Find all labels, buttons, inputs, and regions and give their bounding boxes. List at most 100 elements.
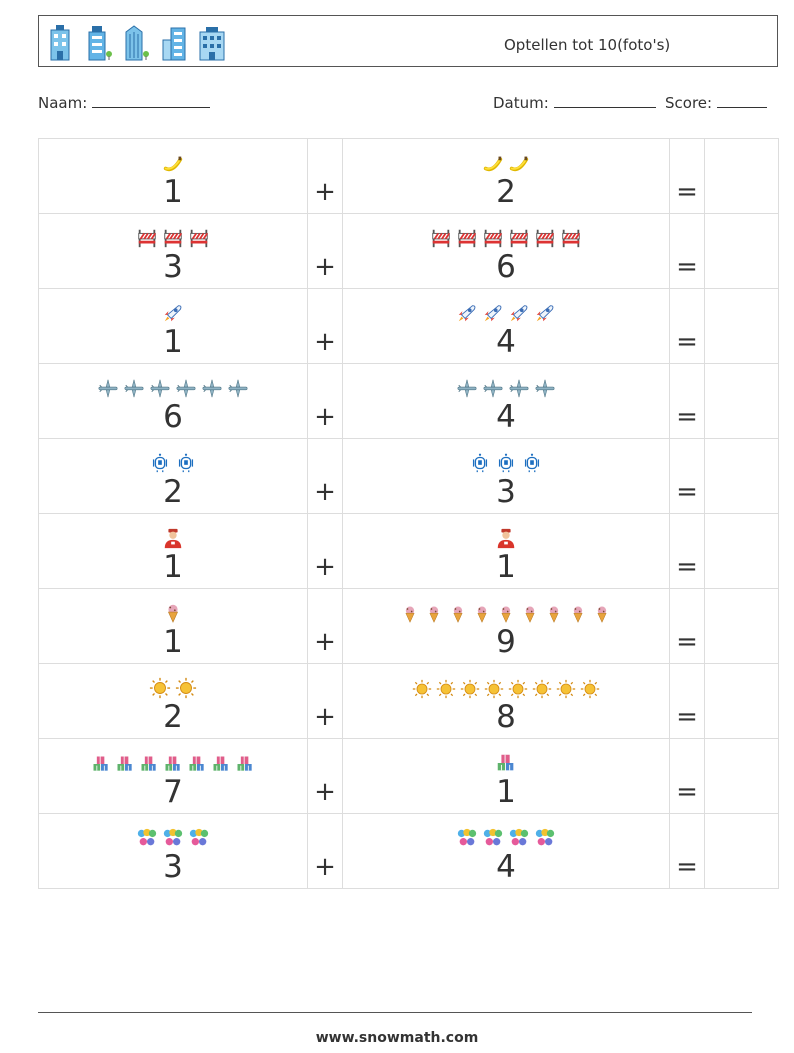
ice-cream-icon	[549, 606, 559, 623]
plus-cell: +	[307, 813, 343, 889]
plus-sign: +	[314, 177, 336, 207]
addend-a-cell: 1	[38, 588, 308, 664]
building-icon	[125, 25, 149, 61]
building-icon	[199, 27, 225, 61]
building-icon	[88, 26, 112, 61]
sun-icon	[532, 679, 552, 699]
picture-group	[456, 370, 556, 400]
plus-cell: +	[307, 363, 343, 439]
answer-cell[interactable]	[704, 663, 779, 739]
worksheet-title: Optellen tot 10(foto's)	[504, 36, 671, 54]
delivery-person-icon	[164, 528, 182, 549]
barrier-icon	[458, 229, 477, 248]
answer-cell[interactable]	[704, 513, 779, 589]
equals-sign: =	[676, 702, 698, 732]
equals-sign: =	[676, 252, 698, 282]
answer-cell[interactable]	[704, 363, 779, 439]
footer-url: www.snowmath.com	[315, 1030, 479, 1046]
gift-boxes-icon	[237, 756, 252, 771]
equals-sign: =	[676, 327, 698, 357]
robot-icon	[498, 453, 514, 473]
addend-b-number: 4	[496, 324, 516, 360]
airplane-icon	[176, 379, 196, 398]
gift-boxes-icon	[117, 756, 132, 771]
name-field: Naam:	[38, 93, 211, 112]
plus-cell: +	[307, 138, 343, 214]
equals-sign: =	[676, 552, 698, 582]
answer-cell[interactable]	[704, 588, 779, 664]
answer-cell[interactable]	[704, 213, 779, 289]
banana-icon	[483, 156, 503, 172]
equals-sign: =	[676, 627, 698, 657]
rocket-icon	[510, 305, 528, 322]
equals-cell: =	[669, 213, 705, 289]
addend-b-number: 6	[496, 249, 516, 285]
ice-cream-icon	[167, 604, 179, 623]
plus-cell: +	[307, 588, 343, 664]
airplane-icon	[483, 379, 503, 398]
sun-icon	[556, 679, 576, 699]
airplane-icon	[457, 379, 477, 398]
answer-cell[interactable]	[704, 138, 779, 214]
gift-boxes-icon	[189, 756, 204, 771]
airplane-icon	[228, 379, 248, 398]
equals-cell: =	[669, 588, 705, 664]
picture-group	[456, 295, 556, 325]
barrier-icon	[484, 229, 503, 248]
sun-icon	[580, 679, 600, 699]
score-field: Score:	[665, 93, 767, 112]
robot-icon	[524, 453, 540, 473]
addend-b-cell: 4	[342, 813, 670, 889]
problem-row: 7 +1 =	[38, 738, 779, 814]
addend-a-number: 2	[163, 699, 183, 735]
problem-row: 1 +9 =	[38, 588, 779, 664]
problem-row: 6 +4 =	[38, 363, 779, 439]
rocket-icon	[484, 305, 502, 322]
robot-icon	[472, 453, 488, 473]
picture-group	[469, 445, 543, 475]
airplane-icon	[202, 379, 222, 398]
picture-group	[482, 145, 530, 175]
gift-boxes-icon	[93, 756, 108, 771]
answer-cell[interactable]	[704, 438, 779, 514]
equals-sign: =	[676, 477, 698, 507]
addend-b-number: 1	[496, 774, 516, 810]
balloons-icon	[509, 828, 529, 846]
banana-icon	[163, 156, 183, 172]
barrier-icon	[562, 229, 581, 248]
score-line[interactable]	[716, 93, 767, 108]
problems-table: 1 +2 = 3 +6 = 1 +4 = 6 +4 = 2 +3 = 1 +1 = 1 +9 = 2 +8 = 7 +1 = 3 +4 =	[38, 138, 779, 889]
answer-cell[interactable]	[704, 288, 779, 364]
equals-cell: =	[669, 363, 705, 439]
answer-cell[interactable]	[704, 813, 779, 889]
barrier-icon	[138, 229, 157, 248]
addend-a-cell: 3	[38, 813, 308, 889]
name-label: Naam:	[38, 94, 88, 112]
addend-a-cell: 6	[38, 363, 308, 439]
equals-cell: =	[669, 438, 705, 514]
date-line[interactable]	[553, 93, 656, 108]
addend-a-number: 3	[163, 849, 183, 885]
answer-cell[interactable]	[704, 738, 779, 814]
addend-a-number: 6	[163, 399, 183, 435]
addend-b-number: 3	[496, 474, 516, 510]
barrier-icon	[432, 229, 451, 248]
addend-a-number: 1	[163, 174, 183, 210]
header-icons	[45, 22, 227, 62]
addend-a-cell: 2	[38, 438, 308, 514]
rocket-icon	[536, 305, 554, 322]
plus-sign: +	[314, 702, 336, 732]
barrier-icon	[190, 229, 209, 248]
rocket-icon	[164, 305, 182, 322]
addend-a-number: 1	[163, 549, 183, 585]
ice-cream-icon	[429, 606, 439, 623]
picture-group	[136, 820, 210, 850]
picture-group	[162, 520, 184, 550]
problem-row: 2 +3 =	[38, 438, 779, 514]
picture-group	[430, 220, 582, 250]
sun-icon	[412, 679, 432, 699]
plus-sign: +	[314, 327, 336, 357]
addend-a-cell: 1	[38, 513, 308, 589]
name-line[interactable]	[92, 93, 211, 108]
problem-row: 3 +4 =	[38, 813, 779, 889]
